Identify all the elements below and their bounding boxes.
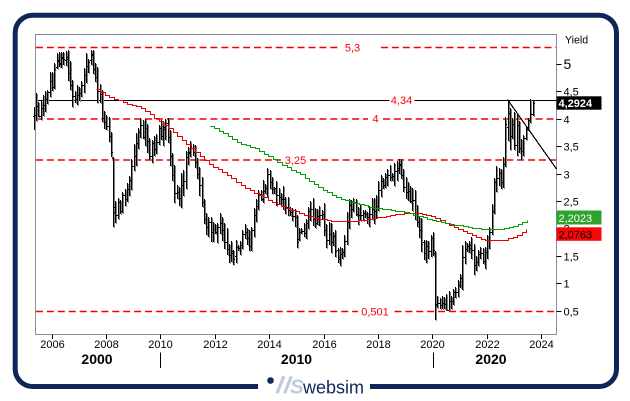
svg-text:2020: 2020 — [420, 339, 444, 351]
svg-text:2000: 2000 — [81, 351, 112, 367]
svg-text:3,25: 3,25 — [285, 155, 306, 167]
svg-text:2006: 2006 — [40, 339, 64, 351]
svg-text:S: S — [290, 375, 304, 398]
svg-text:3: 3 — [564, 170, 570, 182]
svg-text:Yield: Yield — [565, 35, 588, 47]
svg-text:5: 5 — [564, 56, 572, 72]
svg-text:2022: 2022 — [475, 339, 499, 351]
svg-text:2020: 2020 — [475, 351, 506, 367]
svg-text:2016: 2016 — [312, 339, 336, 351]
svg-text:2024: 2024 — [529, 339, 553, 351]
svg-text:2012: 2012 — [203, 339, 227, 351]
svg-text:3,5: 3,5 — [564, 142, 579, 154]
svg-text:2,5: 2,5 — [564, 197, 579, 209]
svg-text:1: 1 — [564, 279, 570, 291]
svg-text:4,2924: 4,2924 — [559, 98, 594, 110]
svg-text:2010: 2010 — [148, 339, 172, 351]
svg-text:2,2023: 2,2023 — [559, 213, 593, 225]
svg-text:2018: 2018 — [366, 339, 390, 351]
svg-text:2010: 2010 — [281, 351, 312, 367]
svg-text:1,5: 1,5 — [564, 252, 579, 264]
svg-text:4,34: 4,34 — [391, 95, 412, 107]
svg-text:0,5: 0,5 — [564, 307, 579, 319]
svg-text:4: 4 — [564, 115, 570, 127]
svg-text:2,0763: 2,0763 — [559, 229, 593, 241]
svg-text:2014: 2014 — [257, 339, 281, 351]
svg-text:2008: 2008 — [94, 339, 118, 351]
svg-text:5,3: 5,3 — [345, 43, 360, 55]
svg-text:websim: websim — [302, 378, 364, 398]
svg-text:4,5: 4,5 — [564, 87, 579, 99]
svg-text:4: 4 — [372, 114, 378, 126]
svg-text:0,501: 0,501 — [361, 307, 389, 319]
